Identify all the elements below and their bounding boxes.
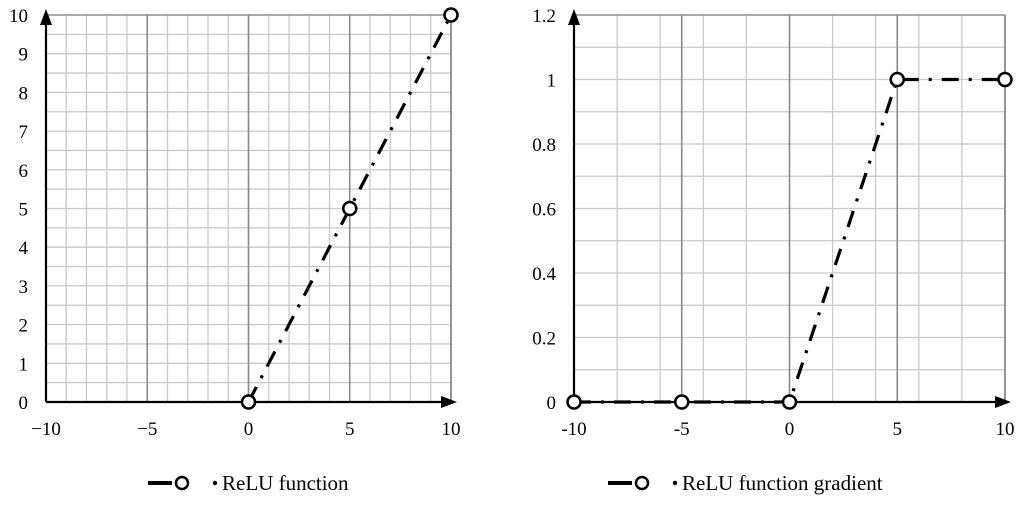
- gradient-y-tick-label: 1.2: [532, 6, 556, 27]
- relu-function-chart: −10 −5 0 5 10 0 1 2 3 4 5 6 7 8 9 10 ReLU function: [9, 6, 461, 495]
- gradient-x-tick-label: 0: [785, 419, 795, 440]
- gradient-x-axis-arrow: [995, 396, 1011, 408]
- relu-data-point: [342, 200, 358, 217]
- relu-y-tick-label: 0: [19, 393, 29, 414]
- relu-x-tick-label: 0: [244, 419, 254, 440]
- gradient-data-point: [997, 71, 1013, 88]
- gradient-legend-marker: [634, 475, 650, 491]
- relu-x-tick-label: 10: [442, 419, 461, 440]
- gradient-y-tick-label: 1: [547, 71, 557, 92]
- relu-y-tick-label: 1: [19, 354, 29, 375]
- relu-y-tick-label: 2: [19, 316, 29, 337]
- relu-y-tick-label: 7: [19, 122, 29, 143]
- relu-data-point: [240, 394, 257, 410]
- relu-legend-marker: [174, 475, 190, 491]
- relu-legend-dot: [212, 480, 218, 486]
- gradient-legend-dot: [672, 480, 678, 486]
- relu-legend-label: ReLU function: [222, 471, 349, 495]
- gradient-data-point: [781, 394, 798, 410]
- gradient-data-point: [889, 71, 905, 88]
- relu-y-tick-label: 6: [19, 161, 29, 182]
- gradient-y-tick-label: 0.6: [532, 200, 556, 221]
- gradient-data-point: [674, 394, 690, 410]
- relu-series-line: [247, 14, 453, 403]
- relu-y-tick-label: 8: [19, 83, 29, 104]
- relu-data-point: [443, 7, 459, 23]
- gradient-legend-label: ReLU function gradient: [682, 471, 883, 495]
- relu-x-tick-label: −5: [137, 419, 157, 440]
- relu-y-axis-arrow: [40, 9, 52, 25]
- relu-gradient-chart: -10 -5 0 5 10 0 0.2 0.4 0.6 0.8 1 1.2 ReLU function …: [532, 6, 1014, 495]
- gradient-x-tick-label: 5: [893, 419, 903, 440]
- relu-y-tick-label: 9: [19, 45, 29, 66]
- relu-y-tick-label: 5: [19, 200, 29, 221]
- gradient-data-point: [566, 394, 582, 410]
- gradient-x-tick-label: -10: [561, 419, 586, 440]
- gradient-y-tick-label: 0: [547, 393, 557, 414]
- gradient-y-tick-label: 0.4: [532, 264, 556, 285]
- gradient-y-tick-label: 0.8: [532, 135, 556, 156]
- relu-x-axis-arrow: [441, 396, 457, 408]
- relu-y-tick-label: 10: [9, 6, 28, 27]
- relu-y-tick-label: 4: [19, 238, 29, 259]
- relu-x-tick-label: −10: [31, 419, 61, 440]
- gradient-y-tick-label: 0.2: [532, 329, 556, 350]
- gradient-x-tick-label: -5: [674, 419, 690, 440]
- relu-x-tick-label: 5: [345, 419, 355, 440]
- gradient-y-axis-arrow: [568, 9, 580, 25]
- gradient-x-tick-label: 10: [996, 419, 1015, 440]
- relu-y-tick-label: 3: [19, 277, 29, 298]
